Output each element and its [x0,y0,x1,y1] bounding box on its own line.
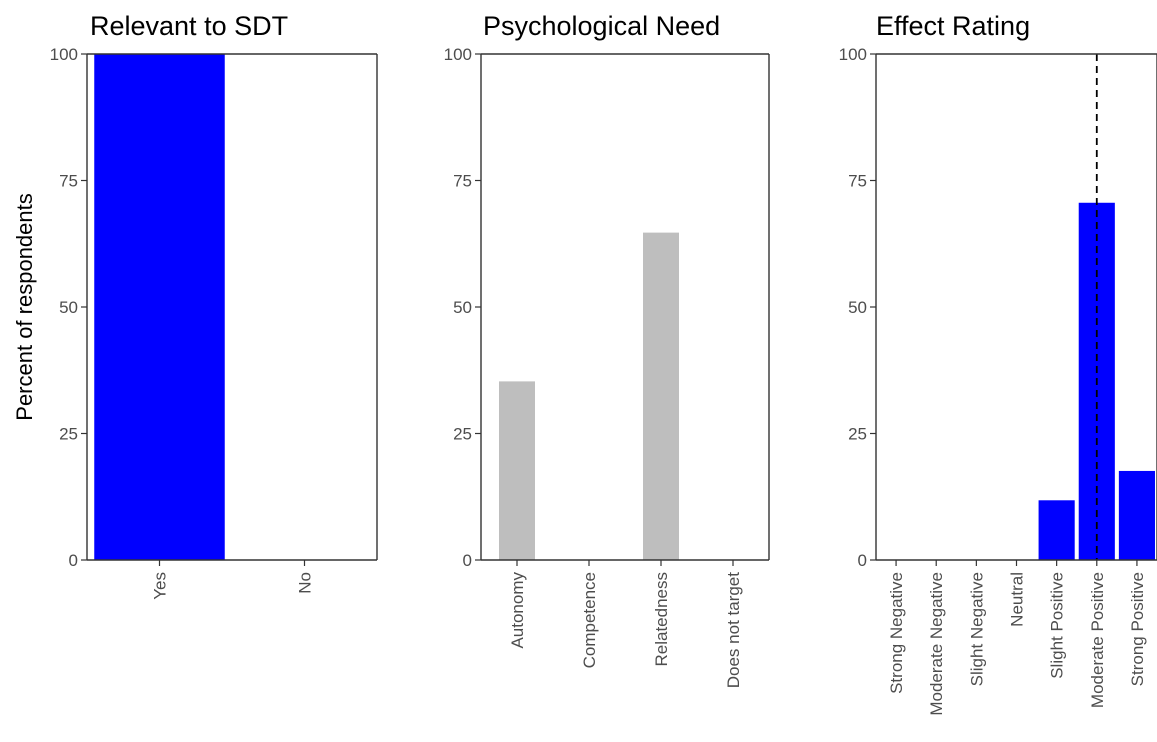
x-tick-label-slight-negative: Slight Negative [967,572,986,686]
x-tick-label-relatedness: Relatedness [652,572,671,667]
x-tick-label-autonomy: Autonomy [508,572,527,649]
x-tick-label-strong-negative: Strong Negative [887,572,906,694]
y-tick-label: 0 [69,551,78,570]
bar-slight-positive [1038,500,1075,560]
y-tick-label: 0 [858,551,867,570]
x-tick-label-competence: Competence [580,572,599,668]
panel-psychological-need: Psychological Need 0 25 50 75 100 Autonomy Comp… [444,11,770,689]
y-tick-label: 50 [848,298,867,317]
chart-title: Relevant to SDT [90,11,288,41]
y-tick-label: 25 [848,425,867,444]
bar-autonomy [499,381,535,560]
y-tick-label: 0 [463,551,472,570]
panel-relevant-to-sdt: Relevant to SDT 0 25 50 75 100 Yes No [50,11,378,600]
x-tick-label-moderate-positive: Moderate Positive [1088,572,1107,708]
y-tick-label: 25 [59,425,78,444]
x-tick-label-neutral: Neutral [1008,572,1027,627]
bar-relatedness [643,232,679,561]
x-tick-label-does-not-target: Does not target [724,572,743,689]
y-tick-label: 75 [59,172,78,191]
panel-effect-rating: Effect Rating 0 25 50 75 100 Strong Negative Mo… [839,11,1157,716]
y-tick-label: 50 [59,298,78,317]
y-tick-label: 100 [444,45,472,64]
y-tick-label: 75 [848,172,867,191]
x-tick-label-slight-positive: Slight Positive [1048,572,1067,679]
x-tick-label-moderate-negative: Moderate Negative [927,572,946,716]
x-tick-label-strong-positive: Strong Positive [1128,572,1147,686]
chart-title: Psychological Need [483,11,720,41]
bar-yes [94,54,225,560]
x-tick-label-yes: Yes [151,572,170,600]
y-tick-label: 100 [50,45,78,64]
chart-title: Effect Rating [876,11,1030,41]
y-axis-label: Percent of respondents [12,193,37,420]
y-tick-label: 75 [453,172,472,191]
y-tick-label: 50 [453,298,472,317]
bar-strong-positive [1118,470,1155,560]
y-tick-label: 100 [839,45,867,64]
y-tick-label: 25 [453,425,472,444]
x-tick-label-no: No [296,572,315,594]
